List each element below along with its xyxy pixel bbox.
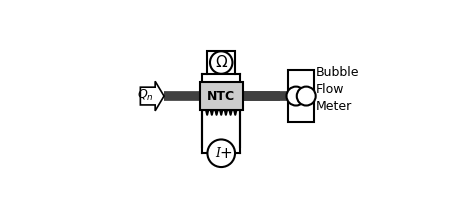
Bar xyxy=(200,82,243,110)
Text: I: I xyxy=(215,147,220,160)
Text: NTC: NTC xyxy=(207,90,235,103)
Bar xyxy=(288,70,314,122)
Bar xyxy=(208,51,235,74)
Text: Bubble
Flow
Meter: Bubble Flow Meter xyxy=(316,66,359,113)
Text: Ω: Ω xyxy=(215,55,227,70)
Circle shape xyxy=(297,87,316,106)
Circle shape xyxy=(210,51,232,74)
Circle shape xyxy=(286,87,305,106)
Text: +: + xyxy=(220,146,233,161)
Circle shape xyxy=(208,139,235,167)
Text: $Q_n$: $Q_n$ xyxy=(137,88,154,103)
FancyArrow shape xyxy=(140,81,164,111)
